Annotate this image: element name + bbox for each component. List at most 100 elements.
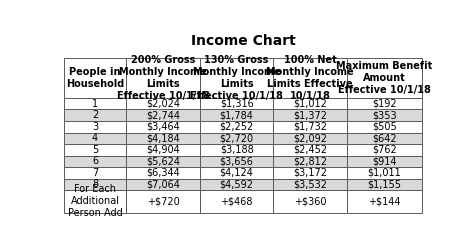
Bar (273, 58, 347, 98)
Text: $353: $353 (372, 110, 397, 120)
Text: Income Chart: Income Chart (191, 33, 295, 47)
Bar (64, 98, 127, 109)
Bar (200, 179, 273, 190)
Bar (273, 179, 347, 190)
Bar (273, 190, 347, 213)
Text: $5,624: $5,624 (146, 156, 180, 166)
Bar (200, 98, 273, 109)
Bar (64, 144, 127, 156)
Bar (64, 167, 127, 179)
Bar (347, 156, 422, 167)
Text: $3,532: $3,532 (293, 179, 327, 189)
Text: +$468: +$468 (220, 196, 253, 206)
Text: $6,344: $6,344 (146, 168, 180, 178)
Bar (200, 109, 273, 121)
Text: $505: $505 (372, 122, 397, 132)
Bar (127, 144, 200, 156)
Text: $192: $192 (372, 99, 397, 109)
Bar (200, 133, 273, 144)
Text: $4,592: $4,592 (219, 179, 254, 189)
Text: For Each
Additional
Person Add: For Each Additional Person Add (68, 184, 122, 218)
Text: 200% Gross
Monthly Income
Limits
Effective 10/1/18: 200% Gross Monthly Income Limits Effecti… (117, 55, 210, 101)
Text: +$720: +$720 (147, 196, 180, 206)
Text: 6: 6 (92, 156, 98, 166)
Text: 8: 8 (92, 179, 98, 189)
Bar (64, 179, 127, 190)
Text: $3,188: $3,188 (220, 145, 254, 155)
Bar (273, 167, 347, 179)
Text: $4,904: $4,904 (146, 145, 180, 155)
Text: 7: 7 (92, 168, 98, 178)
Bar (200, 58, 273, 98)
Bar (64, 58, 127, 98)
Text: 3: 3 (92, 122, 98, 132)
Text: $4,124: $4,124 (220, 168, 254, 178)
Text: +$360: +$360 (294, 196, 327, 206)
Text: $1,732: $1,732 (293, 122, 327, 132)
Bar (127, 133, 200, 144)
Text: $1,372: $1,372 (293, 110, 327, 120)
Bar (347, 109, 422, 121)
Text: $2,252: $2,252 (219, 122, 254, 132)
Bar (127, 156, 200, 167)
Text: $642: $642 (372, 133, 397, 143)
Bar (64, 190, 127, 213)
Text: 4: 4 (92, 133, 98, 143)
Text: $2,452: $2,452 (293, 145, 327, 155)
Bar (200, 167, 273, 179)
Bar (200, 190, 273, 213)
Bar (127, 179, 200, 190)
Text: +$144: +$144 (368, 196, 401, 206)
Bar (127, 167, 200, 179)
Text: $2,812: $2,812 (293, 156, 327, 166)
Text: $2,744: $2,744 (146, 110, 180, 120)
Text: $3,656: $3,656 (220, 156, 254, 166)
Text: People in
Household: People in Household (66, 67, 124, 89)
Bar (273, 98, 347, 109)
Bar (347, 98, 422, 109)
Text: Maximum Benefit
Amount
Effective 10/1/18: Maximum Benefit Amount Effective 10/1/18 (337, 61, 433, 95)
Text: $1,784: $1,784 (220, 110, 254, 120)
Bar (127, 109, 200, 121)
Text: $2,720: $2,720 (219, 133, 254, 143)
Bar (347, 58, 422, 98)
Text: $1,011: $1,011 (368, 168, 401, 178)
Bar (64, 133, 127, 144)
Text: $2,092: $2,092 (293, 133, 327, 143)
Text: 5: 5 (92, 145, 98, 155)
Bar (200, 156, 273, 167)
Text: $914: $914 (372, 156, 397, 166)
Text: $1,155: $1,155 (367, 179, 401, 189)
Text: $1,012: $1,012 (293, 99, 327, 109)
Text: $3,172: $3,172 (293, 168, 327, 178)
Text: 100% Net
Monthly Income
Limits Effective
10/1/18: 100% Net Monthly Income Limits Effective… (266, 55, 354, 101)
Text: $3,464: $3,464 (146, 122, 180, 132)
Bar (347, 121, 422, 133)
Bar (347, 179, 422, 190)
Bar (347, 190, 422, 213)
Bar (347, 144, 422, 156)
Bar (127, 121, 200, 133)
Bar (64, 109, 127, 121)
Bar (127, 98, 200, 109)
Bar (200, 144, 273, 156)
Text: $762: $762 (372, 145, 397, 155)
Text: 2: 2 (92, 110, 98, 120)
Bar (347, 133, 422, 144)
Bar (273, 121, 347, 133)
Bar (273, 133, 347, 144)
Bar (273, 109, 347, 121)
Bar (273, 156, 347, 167)
Bar (127, 58, 200, 98)
Bar (347, 167, 422, 179)
Bar (64, 121, 127, 133)
Text: 1: 1 (92, 99, 98, 109)
Text: $7,064: $7,064 (146, 179, 180, 189)
Text: $1,316: $1,316 (220, 99, 254, 109)
Bar (200, 121, 273, 133)
Bar (64, 156, 127, 167)
Text: 130% Gross
Monthly Income
Limits
Effective 10/1/18: 130% Gross Monthly Income Limits Effecti… (190, 55, 283, 101)
Text: $2,024: $2,024 (146, 99, 180, 109)
Bar (273, 144, 347, 156)
Text: $4,184: $4,184 (146, 133, 180, 143)
